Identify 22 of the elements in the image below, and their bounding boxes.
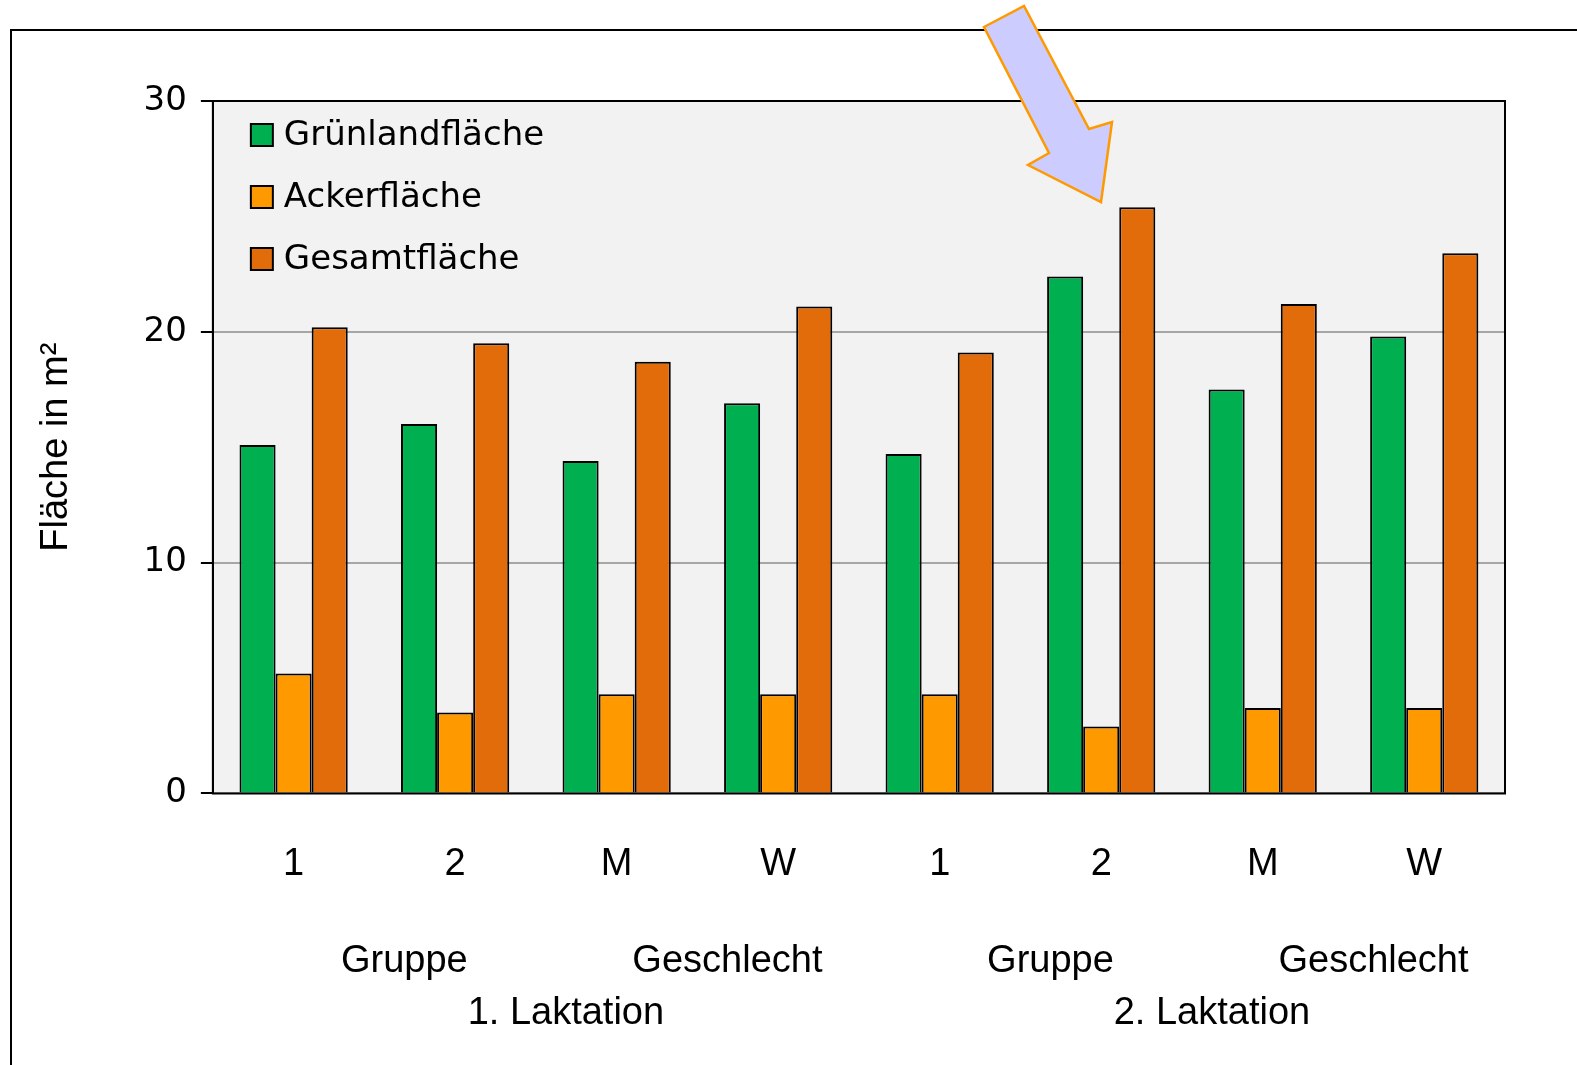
legend-label: Grünlandfläche	[283, 112, 545, 153]
x-tick-label: 1	[929, 840, 951, 883]
legend-label: Ackerfläche	[283, 174, 482, 215]
x-tick-label: 2	[444, 840, 466, 883]
text: Gruppe	[341, 938, 468, 981]
x-tick-label: 1	[283, 840, 305, 883]
y-tick-label: 20	[143, 308, 187, 349]
y-axis-title: Fläche in m²	[33, 342, 76, 552]
x-tick-label: 2	[1090, 840, 1112, 883]
x-tick-label: M	[600, 840, 633, 883]
text: Geschlecht	[1278, 938, 1469, 981]
x-tick-label: W	[760, 840, 797, 883]
y-tick-label: 0	[165, 770, 187, 811]
y-tick-label: 30	[143, 77, 187, 118]
x-tick-label: W	[1406, 840, 1443, 883]
text: Gruppe	[987, 938, 1114, 981]
legend-label: Gesamtfläche	[283, 236, 520, 277]
x-tick-label: M	[1246, 840, 1279, 883]
y-tick-label: 10	[143, 539, 187, 580]
text: 1. Laktation	[467, 990, 665, 1033]
text: Geschlecht	[632, 938, 823, 981]
text: 2. Laktation	[1113, 990, 1311, 1033]
